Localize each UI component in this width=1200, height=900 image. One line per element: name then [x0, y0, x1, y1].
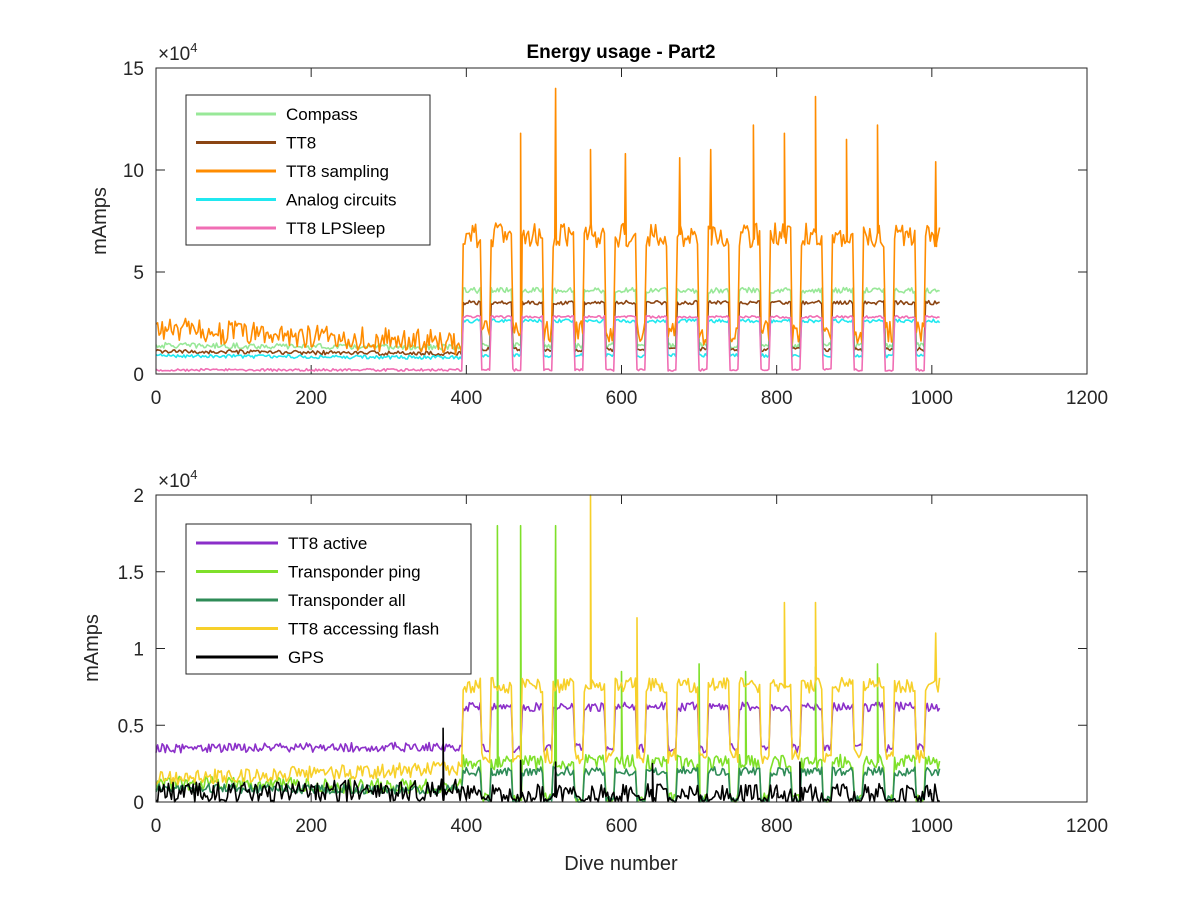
bottom-series-line-tt8-active — [155, 701, 941, 754]
bottom-legend-entry-label: TT8 active — [288, 534, 367, 553]
top-x-tick-label: 400 — [450, 388, 482, 409]
bottom-y-exponent-power: 4 — [190, 467, 197, 482]
top-plot-frame — [155, 67, 1088, 375]
bottom-legend-entry-label: Transponder ping — [288, 563, 421, 582]
bottom-legend-entry-label: Transponder all — [288, 591, 406, 610]
top-y-exponent-label: ×104 — [158, 40, 197, 65]
bottom-y-tick-label: 2 — [133, 486, 144, 507]
bottom-x-tick-label: 600 — [606, 816, 638, 837]
bottom-x-tick-label: 200 — [295, 816, 327, 837]
bottom-y-tick-label: 1.5 — [118, 563, 144, 584]
top-y-tick-label: 5 — [133, 263, 144, 284]
top-series-group — [155, 87, 941, 372]
top-x-tick-label: 800 — [761, 388, 793, 409]
top-legend-entry-label: Analog circuits — [286, 191, 397, 210]
bottom-plot-frame — [155, 494, 1088, 803]
top-series-line-tt8-sampling — [155, 87, 941, 356]
bottom-y-tick-label: 0.5 — [118, 716, 144, 737]
top-series-line-analog-circuits — [155, 318, 941, 360]
top-y-axis-label: mAmps — [89, 187, 111, 255]
top-x-tick-label: 1000 — [911, 388, 953, 409]
bottom-x-tick-label: 400 — [450, 816, 482, 837]
top-x-tick-label: 0 — [151, 388, 162, 409]
bottom-x-axis-label: Dive number — [564, 853, 678, 875]
top-y-tick-label: 0 — [133, 365, 144, 386]
bottom-chart-panel: 0 200 400 600 800 1000 1200 0 0.5 1 1.5 2 mAmps Div… — [81, 467, 1108, 875]
bottom-y-exponent-base: ×10 — [158, 471, 190, 492]
top-chart-panel: 0 200 400 600 800 1000 1200 0 5 10 15 Energy usage… — [89, 40, 1108, 409]
bottom-series-line-transponder-ping — [155, 524, 941, 803]
top-legend-entry-label: Compass — [286, 105, 358, 124]
bottom-x-tick-label: 0 — [151, 816, 162, 837]
bottom-y-axis-label: mAmps — [81, 614, 103, 682]
bottom-y-tick-label: 1 — [133, 640, 144, 661]
bottom-series-line-tt8-accessing-flash — [155, 494, 941, 786]
top-legend-entry-label: TT8 — [286, 134, 316, 153]
top-y-tick-label: 15 — [123, 59, 144, 80]
top-y-tick-label: 10 — [123, 161, 144, 182]
top-x-tick-label: 200 — [295, 388, 327, 409]
bottom-y-tick-label: 0 — [133, 793, 144, 814]
top-y-exponent-base: ×10 — [158, 44, 190, 65]
bottom-y-exponent-label: ×104 — [158, 467, 197, 492]
top-legend: Compass TT8 TT8 sampling Analog circuits TT8… — [185, 94, 431, 246]
bottom-series-line-gps — [155, 727, 941, 803]
top-y-exponent-power: 4 — [190, 40, 197, 55]
bottom-legend-entry-label: TT8 accessing flash — [288, 620, 439, 639]
top-x-tick-label: 600 — [606, 388, 638, 409]
top-x-tick-label: 1200 — [1066, 388, 1108, 409]
bottom-series-group — [155, 494, 941, 803]
top-series-line-tt8-lpsleep — [155, 314, 940, 372]
bottom-x-tick-label: 800 — [761, 816, 793, 837]
bottom-legend: TT8 active Transponder ping Transponder al… — [185, 523, 472, 675]
bottom-x-tick-label: 1200 — [1066, 816, 1108, 837]
top-legend-entry-label: TT8 sampling — [286, 162, 389, 181]
bottom-legend-entry-label: GPS — [288, 648, 324, 667]
bottom-x-tick-label: 1000 — [911, 816, 953, 837]
top-series-line-tt8 — [155, 299, 940, 357]
top-chart-title: Energy usage - Part2 — [526, 42, 715, 63]
top-series-line-compass — [155, 286, 940, 351]
top-legend-entry-label: TT8 LPSleep — [286, 219, 385, 238]
